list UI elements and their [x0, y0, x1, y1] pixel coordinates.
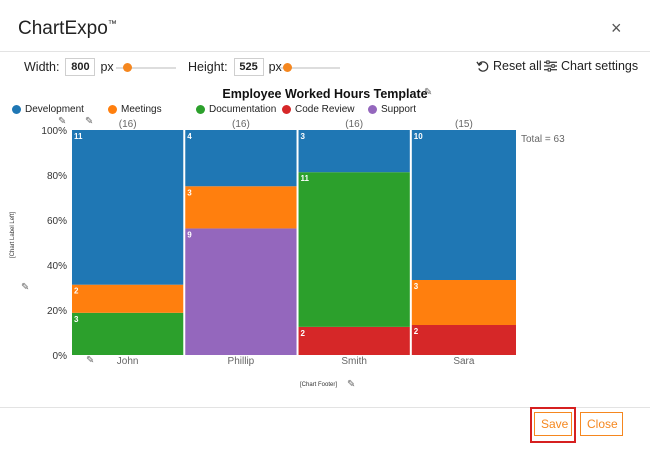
y-tick-label: 40% — [47, 261, 67, 272]
column-total-label: (16) — [232, 119, 250, 130]
legend-swatch — [108, 105, 117, 114]
segment-value-label: 3 — [301, 132, 306, 141]
chart-segment — [185, 228, 297, 355]
footer-divider — [0, 407, 650, 408]
legend-swatch — [368, 105, 377, 114]
settings-sliders-icon — [544, 60, 557, 72]
chart-segment — [72, 312, 184, 355]
width-input[interactable]: 800 — [65, 58, 96, 76]
grand-total-label: Total = 63 — [521, 134, 565, 145]
y-tick-label: 100% — [41, 126, 67, 137]
width-slider[interactable] — [116, 67, 176, 69]
y-tick-label: 60% — [47, 216, 67, 227]
segment-value-label: 2 — [74, 287, 79, 296]
height-unit: px — [268, 60, 282, 74]
column-total-label: (16) — [119, 119, 137, 130]
legend-label: Documentation — [209, 104, 277, 115]
column-total-label: (15) — [455, 119, 473, 130]
segment-value-label: 11 — [301, 174, 310, 183]
segment-value-label: 3 — [74, 315, 79, 324]
x-category-label: Phillip — [228, 356, 255, 367]
column-total-label: (16) — [345, 119, 363, 130]
chart-footer[interactable]: [Chart Footer] — [300, 382, 338, 388]
chart-segment — [298, 172, 410, 327]
reset-all-button[interactable]: Reset all — [476, 59, 542, 73]
height-control: Height: 525 px — [188, 58, 282, 76]
legend-item[interactable]: Support — [368, 104, 416, 115]
segment-value-label: 10 — [414, 132, 423, 141]
height-input[interactable]: 525 — [233, 58, 264, 76]
dialog-title: ChartExpo™ — [18, 18, 117, 39]
reset-all-label: Reset all — [493, 59, 542, 73]
legend-swatch — [282, 105, 291, 114]
legend-swatch — [12, 105, 21, 114]
chart-segment — [185, 186, 297, 229]
segment-value-label: 11 — [74, 132, 83, 141]
chart-segment — [72, 284, 184, 313]
x-category-label: Sara — [453, 356, 475, 367]
chart-label-left[interactable]: [Chart Label Left] — [10, 211, 16, 258]
height-label: Height: — [188, 60, 228, 74]
height-slider[interactable] — [280, 67, 340, 69]
chart-segment — [298, 326, 410, 355]
legend-item[interactable]: Meetings — [108, 104, 162, 115]
close-button[interactable]: Close — [580, 412, 623, 436]
pencil-icon[interactable]: ✎ — [85, 116, 94, 127]
chart-segment — [411, 130, 516, 280]
segment-value-label: 9 — [187, 230, 192, 239]
width-slider-thumb[interactable] — [123, 63, 132, 72]
y-tick-label: 80% — [47, 171, 67, 182]
segment-value-label: 2 — [414, 327, 419, 336]
pencil-icon[interactable]: ✎ — [347, 379, 356, 390]
legend-swatch — [196, 105, 205, 114]
save-button[interactable]: Save — [534, 412, 572, 436]
x-category-label: John — [117, 356, 139, 367]
header-divider — [0, 51, 650, 52]
x-category-label: Smith — [341, 356, 367, 367]
trademark-mark: ™ — [107, 18, 117, 29]
pencil-icon[interactable]: ✎ — [86, 355, 95, 366]
legend-label: Meetings — [121, 104, 162, 115]
reset-icon — [476, 60, 489, 72]
chart-segment — [185, 130, 297, 187]
save-highlight — [530, 407, 576, 443]
chart-segment — [411, 325, 516, 355]
chart-title: Employee Worked Hours Template — [222, 87, 428, 101]
width-label: Width: — [24, 60, 60, 74]
height-slider-thumb[interactable] — [283, 63, 292, 72]
legend-label: Development — [25, 104, 84, 115]
chart-segment — [72, 130, 184, 285]
legend-item[interactable]: Code Review — [282, 104, 354, 115]
close-icon[interactable]: × — [611, 18, 622, 38]
legend-label: Support — [381, 104, 417, 115]
width-unit: px — [100, 60, 114, 74]
pencil-icon[interactable]: ✎ — [21, 282, 30, 293]
y-tick-label: 20% — [47, 306, 67, 317]
chart-segment — [298, 130, 410, 173]
segment-value-label: 3 — [414, 282, 419, 291]
legend-item[interactable]: Development — [12, 104, 84, 115]
width-control: Width: 800 px — [24, 58, 114, 76]
segment-value-label: 4 — [187, 132, 192, 141]
segment-value-label: 2 — [301, 329, 306, 338]
pencil-icon[interactable]: ✎ — [58, 116, 67, 127]
segment-value-label: 3 — [187, 188, 192, 197]
pencil-icon[interactable]: ✎ — [424, 87, 433, 98]
y-tick-label: 0% — [53, 351, 68, 362]
legend-item[interactable]: Documentation — [196, 104, 276, 115]
chart-segment — [411, 280, 516, 325]
chart-settings-button[interactable]: Chart settings — [544, 59, 638, 73]
legend-label: Code Review — [295, 104, 355, 115]
chart-settings-label: Chart settings — [561, 59, 639, 73]
